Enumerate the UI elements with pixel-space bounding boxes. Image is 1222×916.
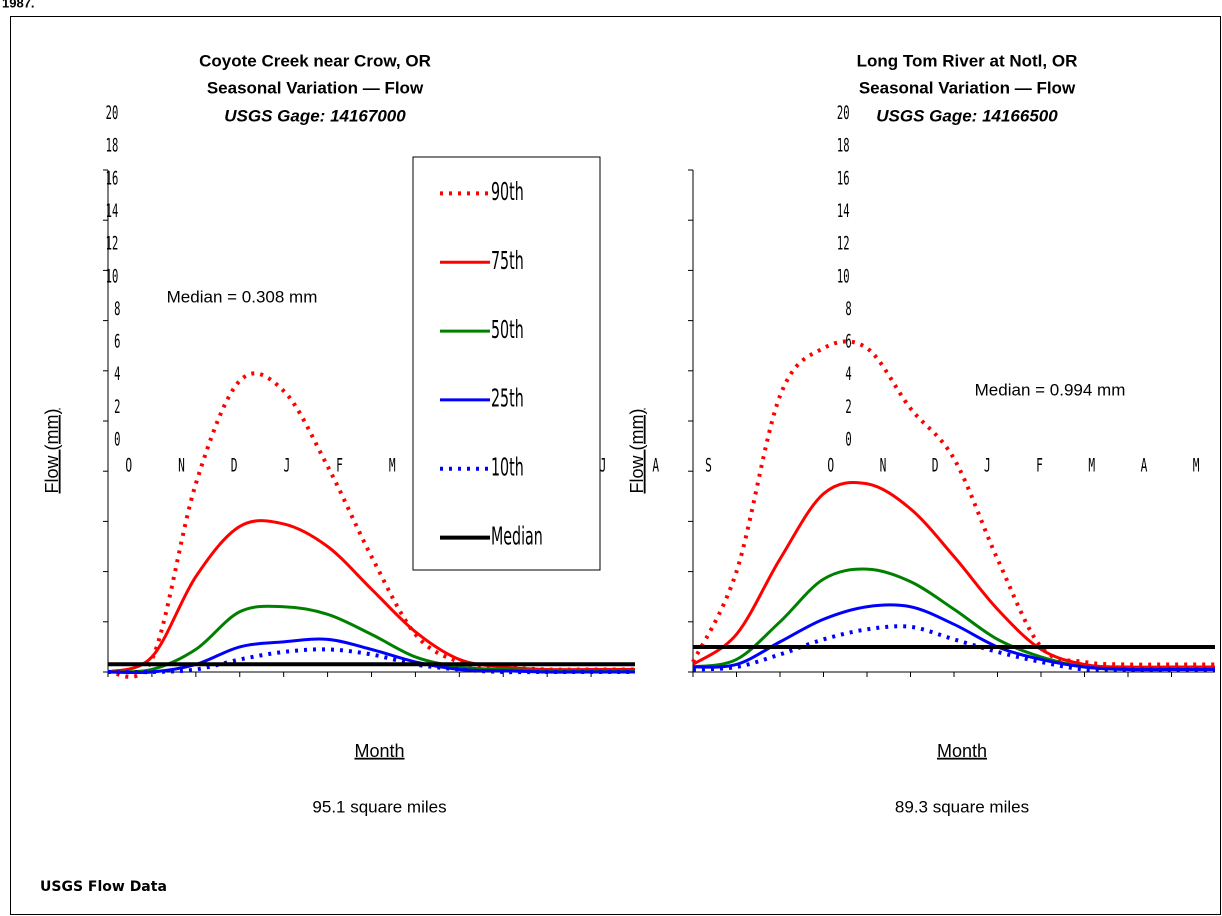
y-tick-label: 8 [845, 298, 851, 320]
y-tick-label: 14 [106, 200, 119, 222]
gage-label: USGS Gage: 14167000 [224, 106, 406, 125]
y-tick-label: 16 [106, 167, 119, 189]
series-line [692, 480, 1215, 669]
y-tick-label: 4 [845, 363, 851, 385]
y-tick-label: 6 [114, 330, 120, 352]
page-top-text: 1987. [2, 0, 35, 10]
x-tick-label: N [880, 454, 887, 476]
y-tick-label: 12 [106, 232, 119, 254]
x-tick-label: M [389, 454, 396, 476]
series-line [691, 339, 1215, 667]
series-line [107, 604, 635, 674]
y-tick-label: 20 [837, 102, 850, 124]
y-tick-label: 18 [106, 134, 119, 156]
gage-label: USGS Gage: 14166500 [876, 106, 1058, 125]
frame [10, 16, 1221, 915]
x-axis-label: Month [354, 741, 404, 761]
x-tick-label: M [1193, 454, 1200, 476]
x-tick-label: M [1088, 454, 1095, 476]
footer: USGS Flow Data [40, 879, 167, 895]
legend-label: 10th [491, 452, 524, 481]
x-tick-label: D [231, 454, 238, 476]
series-line [692, 603, 1215, 672]
y-tick-label: 12 [837, 232, 850, 254]
y-tick-label: 16 [837, 167, 850, 189]
median-annotation: Median = 0.994 mm [975, 380, 1126, 399]
y-tick-label: 4 [114, 363, 120, 385]
y-tick-label: 10 [837, 265, 850, 287]
y-axis-label: Flow (mm) [42, 409, 62, 494]
legend-label: 25th [491, 383, 524, 412]
legend-label: 90th [491, 177, 524, 206]
y-tick-label: 14 [837, 200, 850, 222]
y-tick-label: 2 [114, 395, 120, 417]
y-tick-label: 8 [114, 298, 120, 320]
chart-subtitle: Seasonal Variation — Flow [207, 78, 424, 97]
x-tick-label: J [984, 454, 991, 476]
y-tick-label: 18 [837, 134, 850, 156]
chart-title: Coyote Creek near Crow, OR [199, 51, 431, 70]
x-tick-label: O [827, 454, 834, 476]
y-tick-label: 20 [106, 102, 119, 124]
y-axis-label: Flow (mm) [627, 409, 647, 494]
y-tick-label: 6 [845, 330, 851, 352]
chart-subtitle: Seasonal Variation — Flow [859, 78, 1076, 97]
legend-label: 75th [491, 246, 524, 275]
y-tick-label: 2 [845, 395, 851, 417]
legend-box [412, 156, 601, 571]
series-line [107, 647, 635, 675]
x-tick-label: F [336, 454, 343, 476]
x-tick-label: F [1036, 454, 1043, 476]
y-tick-label: 0 [114, 428, 120, 450]
y-tick-label: 10 [106, 265, 119, 287]
area-note: 95.1 square miles [312, 797, 446, 816]
x-tick-label: A [1141, 454, 1148, 476]
series-line [692, 567, 1215, 672]
x-axis-label: Month [937, 741, 987, 761]
y-tick-label: 0 [845, 428, 851, 450]
x-tick-label: S [705, 454, 712, 476]
legend-label: Median [491, 521, 543, 550]
area-note: 89.3 square miles [895, 797, 1029, 816]
legend-label: 50th [491, 315, 524, 344]
x-tick-label: J [600, 454, 607, 476]
chart-title: Long Tom River at Notl, OR [857, 51, 1078, 70]
median-annotation: Median = 0.308 mm [167, 287, 318, 306]
x-tick-label: O [125, 454, 132, 476]
x-tick-label: N [178, 454, 185, 476]
x-tick-label: A [652, 454, 659, 476]
x-tick-label: D [932, 454, 939, 476]
x-tick-label: J [283, 454, 290, 476]
